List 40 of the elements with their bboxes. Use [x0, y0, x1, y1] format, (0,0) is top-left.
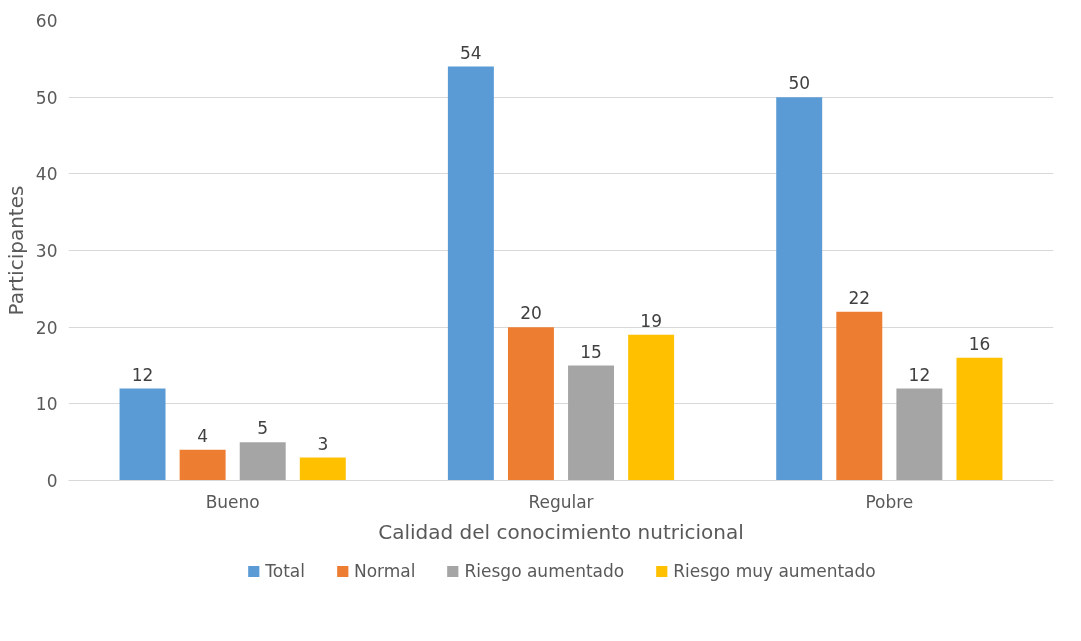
data-label: 19	[640, 310, 662, 331]
legend-label: Riesgo muy aumentado	[673, 561, 876, 581]
bar	[447, 66, 494, 481]
bar	[776, 97, 823, 481]
x-tick-label: Bueno	[205, 491, 260, 512]
y-tick-label: 50	[35, 87, 58, 108]
y-tick-label: 10	[35, 394, 58, 415]
bar	[896, 388, 943, 481]
bar	[836, 311, 883, 481]
data-label: 12	[131, 364, 154, 385]
bar	[507, 327, 554, 481]
data-label: 4	[197, 425, 209, 446]
y-tick-label: 60	[35, 11, 58, 31]
bar	[568, 365, 615, 481]
bar	[119, 388, 166, 481]
data-label: 3	[317, 433, 329, 454]
data-label: 16	[968, 333, 991, 354]
data-label: 54	[460, 42, 482, 63]
bar	[299, 457, 346, 481]
bar	[179, 449, 226, 481]
legend-label: Riesgo aumentado	[464, 561, 625, 581]
y-tick-label: 0	[46, 471, 58, 491]
bar	[628, 334, 675, 481]
legend-label: Total	[265, 561, 305, 581]
y-tick-label: 40	[35, 164, 58, 185]
data-label: 22	[848, 287, 871, 308]
y-axis-title: Participantes	[3, 185, 28, 316]
data-label: 50	[788, 73, 811, 94]
y-tick-label: 30	[35, 241, 58, 261]
bar	[239, 442, 286, 481]
data-label: 12	[908, 364, 931, 385]
x-tick-label: Regular	[528, 491, 594, 512]
x-axis-title: Calidad del conocimiento nutricional	[378, 519, 744, 544]
legend-label: Normal	[353, 561, 416, 581]
data-label: 15	[580, 341, 602, 362]
bar	[956, 357, 1003, 481]
data-label: 5	[257, 418, 269, 439]
y-tick-label: 20	[35, 317, 58, 338]
x-tick-label: Pobre	[865, 491, 914, 512]
data-label: 20	[520, 303, 542, 324]
